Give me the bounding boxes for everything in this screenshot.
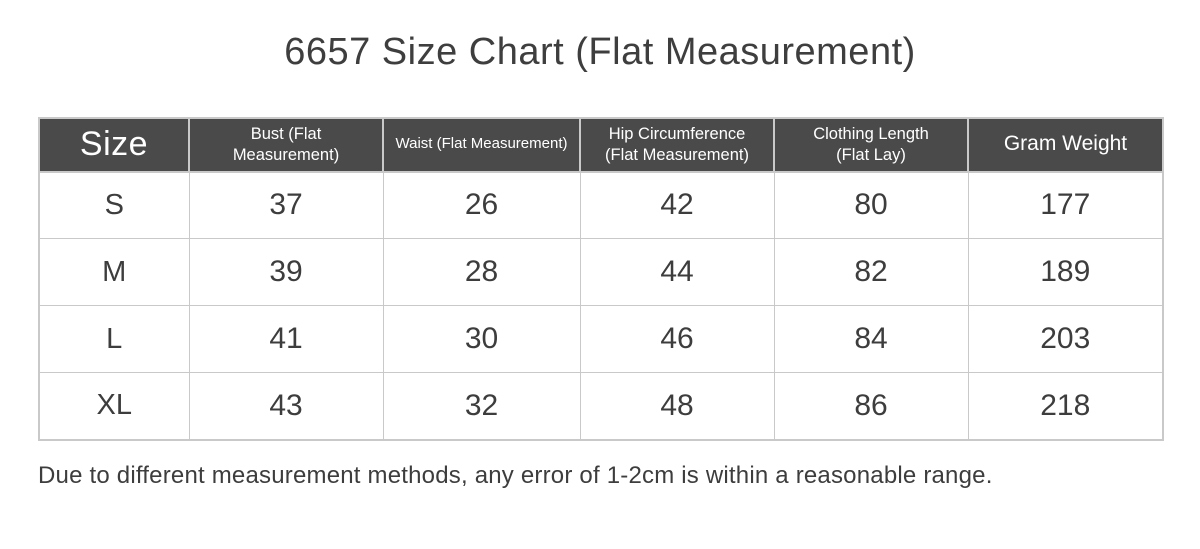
size-label: M — [38, 238, 190, 307]
gram-weight-value: 177 — [967, 171, 1164, 240]
waist-value: 26 — [382, 171, 581, 240]
header-cell-size: Size — [38, 116, 190, 173]
hip-value: 46 — [579, 305, 775, 374]
hip-value: 48 — [579, 372, 775, 441]
hip-value: 42 — [579, 171, 775, 240]
gram-weight-value: 189 — [967, 238, 1164, 307]
table-header: Size Bust (Flat Measurement) Waist (Flat… — [38, 116, 1164, 173]
table-row-xl: XL 43 32 48 86 218 — [38, 372, 1164, 441]
clothing-length-value: 84 — [773, 305, 969, 374]
size-chart-table: Size Bust (Flat Measurement) Waist (Flat… — [38, 116, 1164, 441]
size-label: XL — [38, 372, 190, 441]
size-label: S — [38, 171, 190, 240]
page-title: 6657 Size Chart (Flat Measurement) — [284, 31, 916, 73]
table-row-s: S 37 26 42 80 177 — [38, 171, 1164, 240]
clothing-length-value: 80 — [773, 171, 969, 240]
waist-value: 28 — [382, 238, 581, 307]
waist-value: 32 — [382, 372, 581, 441]
table-row-m: M 39 28 44 82 189 — [38, 238, 1164, 307]
header-cell-waist: Waist (Flat Measurement) — [382, 116, 581, 173]
header-cell-hip: Hip Circumference (Flat Measurement) — [579, 116, 775, 173]
header-row: Size Bust (Flat Measurement) Waist (Flat… — [38, 116, 1164, 173]
table-body: S 37 26 42 80 177 M 39 28 44 82 189 L 41… — [38, 171, 1164, 441]
gram-weight-value: 203 — [967, 305, 1164, 374]
table-row-l: L 41 30 46 84 203 — [38, 305, 1164, 374]
header-cell-bust: Bust (Flat Measurement) — [188, 116, 384, 173]
measurement-disclaimer: Due to different measurement methods, an… — [38, 461, 993, 489]
bust-value: 41 — [188, 305, 384, 374]
clothing-length-value: 82 — [773, 238, 969, 307]
gram-weight-value: 218 — [967, 372, 1164, 441]
waist-value: 30 — [382, 305, 581, 374]
clothing-length-value: 86 — [773, 372, 969, 441]
bust-value: 39 — [188, 238, 384, 307]
header-cell-clothing-length: Clothing Length (Flat Lay) — [773, 116, 969, 173]
hip-value: 44 — [579, 238, 775, 307]
bust-value: 37 — [188, 171, 384, 240]
size-label: L — [38, 305, 190, 374]
header-cell-gram-weight: Gram Weight — [967, 116, 1164, 173]
bust-value: 43 — [188, 372, 384, 441]
